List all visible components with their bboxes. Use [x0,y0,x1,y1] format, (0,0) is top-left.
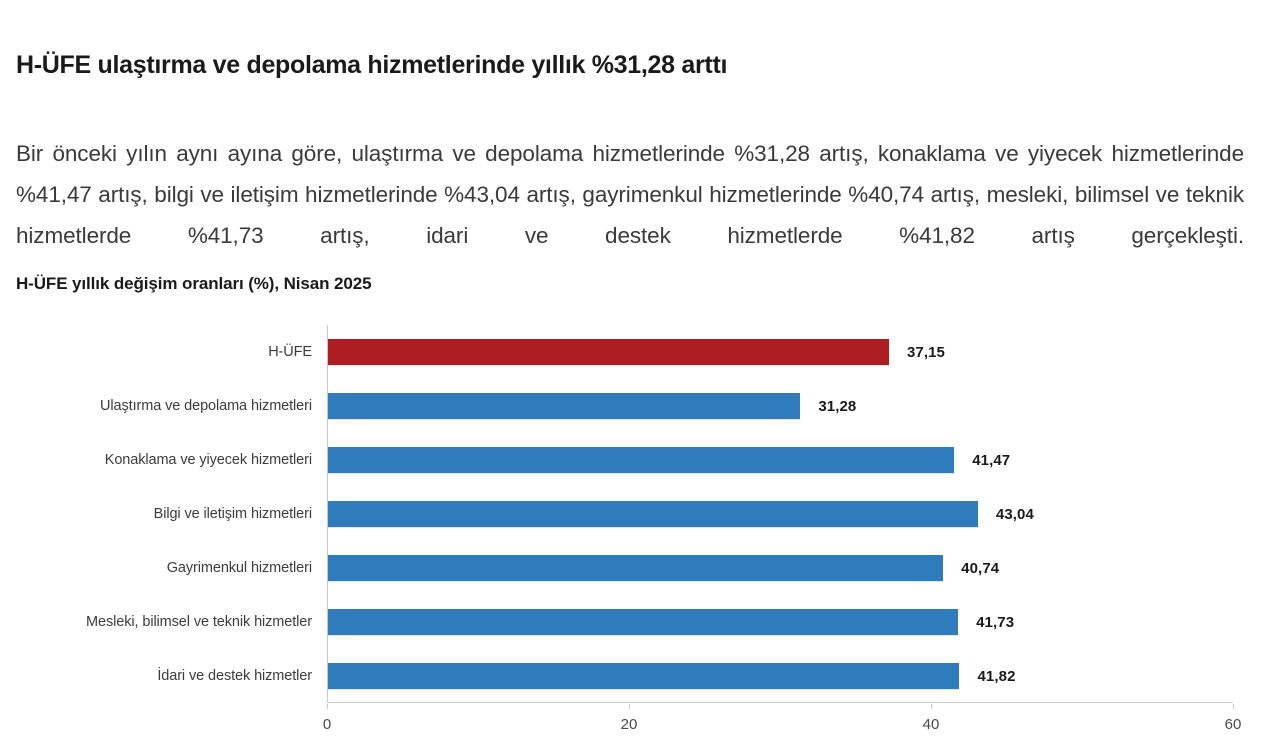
bar-row: H-ÜFE 37,15 [0,325,1280,379]
bar[interactable] [328,501,978,527]
bar[interactable] [328,609,959,635]
summary-paragraph: Bir önceki yılın aynı ayına göre, ulaştı… [16,140,1244,248]
bar-category-label: H-ÜFE [268,344,312,360]
bar-category-label: Gayrimenkul hizmetleri [166,560,312,576]
bar-value-label: 41,82 [977,667,1016,685]
bar-rows: H-ÜFE 37,15 Ulaştırma ve depolama hizmetle… [0,325,1280,703]
bar[interactable] [328,393,801,419]
x-tick-label: 40 [922,716,940,733]
bar-wrapper: 41,47 [328,433,1010,487]
plot-area [327,325,1233,703]
bar-category-label: Ulaştırma ve depolama hizmetleri [100,398,312,414]
bar[interactable] [328,555,944,581]
bar[interactable] [328,447,955,473]
bar-value-label: 31,28 [818,397,857,415]
bar-wrapper: 31,28 [328,379,856,433]
bar-value-label: 41,47 [972,451,1011,469]
chart-title: H-ÜFE yıllık değişim oranları (%), Nisan… [16,274,372,293]
bar-row: Konaklama ve yiyecek hizmetleri 41,47 [0,433,1280,487]
bar-wrapper: 41,82 [328,649,1016,703]
x-tick-mark [931,704,932,709]
bar-row: Mesleki, bilimsel ve teknik hizmetler 41,… [0,595,1280,649]
bar-row: Ulaştırma ve depolama hizmetleri 31,28 [0,379,1280,433]
bar[interactable] [328,663,960,689]
bar-category-label: Bilgi ve iletişim hizmetleri [153,506,312,522]
x-axis: 0 20 40 60 [323,704,1241,744]
page-title: H-ÜFE ulaştırma ve depolama hizmetlerind… [16,50,728,79]
bar-wrapper: 37,15 [328,325,945,379]
bar-value-label: 37,15 [906,343,945,361]
bar-category-label: Mesleki, bilimsel ve teknik hizmetler [86,614,312,630]
bar-wrapper: 41,73 [328,595,1014,649]
bar-row: Bilgi ve iletişim hizmetleri 43,04 [0,487,1280,541]
bar-category-label: Konaklama ve yiyecek hizmetleri [104,452,312,468]
x-tick-mark [327,704,328,709]
bar-value-label: 43,04 [995,505,1034,523]
bar-value-label: 41,73 [976,613,1015,631]
bar-value-label: 40,74 [961,559,1000,577]
bar-category-label: İdari ve destek hizmetler [157,668,312,684]
bar-wrapper: 43,04 [328,487,1034,541]
bar-chart: H-ÜFE 37,15 Ulaştırma ve depolama hizmetle… [0,325,1280,745]
bar-row: İdari ve destek hizmetler 41,82 [0,649,1280,703]
bar-row: Gayrimenkul hizmetleri 40,74 [0,541,1280,595]
bar-wrapper: 40,74 [328,541,999,595]
x-tick-label: 0 [322,716,332,733]
x-tick-mark [629,704,630,709]
x-tick-mark [1233,704,1234,709]
bar[interactable] [328,339,889,365]
x-tick-label: 20 [620,716,638,733]
x-tick-label: 60 [1224,716,1242,733]
